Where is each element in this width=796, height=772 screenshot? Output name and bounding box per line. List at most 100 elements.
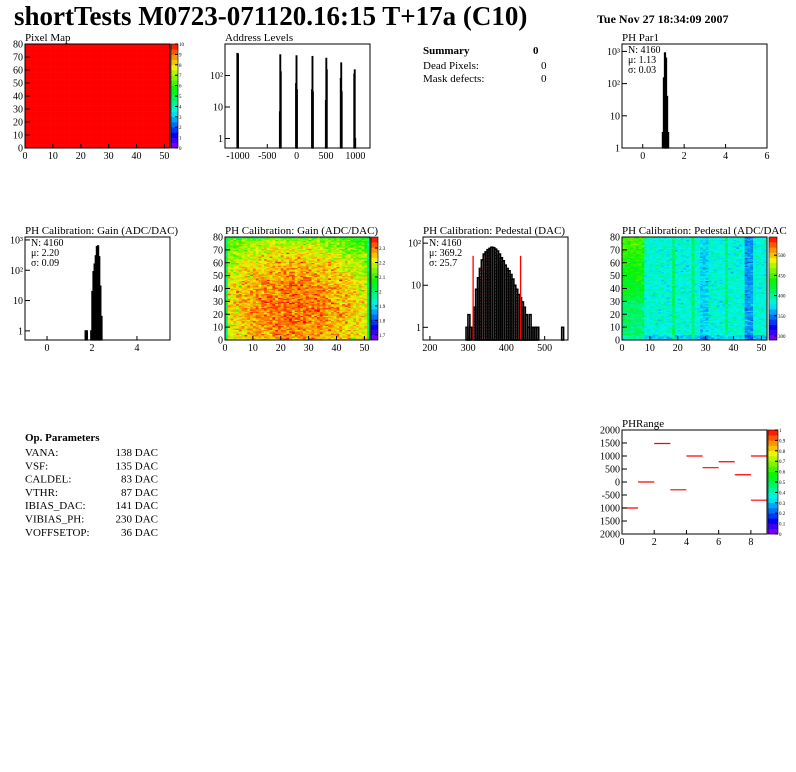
heatmap-cell [89,128,93,131]
heatmap-cell [64,145,68,147]
heatmap-cell [52,63,56,66]
heatmap-cell [144,97,148,99]
heatmap-cell [89,141,93,144]
colorbar-step [171,59,178,66]
heatmap-cell [89,88,93,90]
heatmap-cell [89,132,93,134]
heatmap-cell [41,73,45,76]
heatmap-cell [52,145,56,147]
heatmap-cell [94,96,98,98]
heatmap-cell [153,64,157,67]
heatmap-cell [164,51,168,54]
heatmap-cell [33,46,37,49]
heatmap-cell [64,98,68,101]
heatmap-cell [44,99,48,102]
heatmap-cell [30,71,34,73]
heatmap-cell [27,99,31,102]
heatmap-cell [27,53,31,55]
heatmap-cell [89,136,93,138]
heatmap-cell [33,88,37,90]
heatmap-cell [89,67,93,69]
heatmap-cell [114,80,118,82]
heatmap-cell [111,92,115,94]
heatmap-cell [36,60,40,63]
heatmap-cell [108,115,112,118]
heatmap-cell [122,71,126,73]
heatmap-cell [97,85,101,88]
heatmap-cell [111,51,115,54]
heatmap-cell [58,85,62,88]
heatmap-cell [108,133,112,136]
heatmap-cell [47,72,51,75]
heatmap-cell [91,125,96,128]
heatmap-cell [47,144,51,146]
heatmap-cell [94,145,98,147]
heatmap-cell [33,118,37,120]
heatmap-cell [156,140,160,142]
heatmap-cell [69,142,73,145]
heatmap-cell [69,120,73,123]
heatmap-cell [164,97,168,99]
heatmap-cell [77,135,82,137]
heatmap-cell [36,99,40,102]
heatmap-cell [27,64,31,67]
heatmap-cell [86,50,90,53]
heatmap-cell [125,58,129,60]
heatmap-cell [25,125,29,128]
heatmap-cell [41,57,45,59]
heatmap-cell [75,62,79,64]
y-tick-label: 50 [13,79,23,90]
heatmap-cell [144,63,148,66]
heatmap-cell [50,96,54,98]
heatmap-cell [86,49,90,51]
heatmap-cell [114,105,118,107]
heatmap-cell [119,125,123,128]
heatmap-cell [161,57,165,59]
heatmap-cell [117,133,121,136]
heatmap-cell [33,86,37,89]
heatmap-cell [144,72,148,75]
heatmap-cell [97,137,101,140]
heatmap-cell [164,133,168,136]
heatmap-cell [133,62,137,64]
heatmap-cell [117,131,121,133]
heatmap-cell [114,93,118,95]
heatmap-cell [58,93,62,95]
heatmap-cell [164,137,168,140]
heatmap-cell [167,68,171,71]
heatmap-cell [156,127,160,129]
heatmap-cell [83,59,87,62]
heatmap-cell [158,96,162,98]
heatmap-cell [83,116,87,119]
heatmap-cell [133,106,137,108]
heatmap-cell [103,142,107,145]
heatmap-cell [153,62,157,64]
heatmap-cell [142,127,146,129]
heatmap-cell [119,72,123,75]
heatmap-cell [86,122,90,124]
heatmap-cell [111,68,115,71]
heatmap-cell [125,105,129,107]
heatmap-cell [153,92,157,94]
heatmap-cell [108,116,112,119]
heatmap-cell [72,137,76,140]
heatmap-cell [117,76,121,79]
heatmap-cell [83,67,87,69]
heatmap-cell [167,137,171,140]
heatmap-cell [41,83,45,85]
heatmap-cell [80,49,84,51]
heatmap-cell [77,67,82,69]
heatmap-cell [91,114,96,116]
heatmap-cell [47,127,51,129]
heatmap-cell [58,145,62,147]
heatmap-cell [158,106,162,108]
heatmap-cell [50,63,54,66]
heatmap-cell [47,58,51,60]
plot-title: Address Levels [225,32,293,44]
heatmap-cell [97,88,101,90]
heatmap-cell [75,75,79,77]
heatmap-cell [119,50,123,53]
heatmap-cell [41,140,45,142]
heatmap-cell [150,51,154,54]
